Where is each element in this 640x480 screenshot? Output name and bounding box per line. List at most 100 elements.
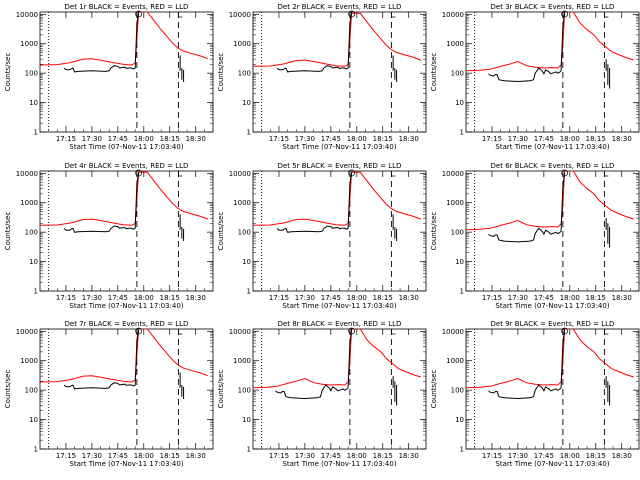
x-tick-label: 17:30 [295, 294, 315, 302]
lld-series-line [253, 171, 421, 226]
y-tick-label: 10 [29, 99, 38, 107]
x-tick-label: 18:00 [134, 452, 154, 460]
y-tick-label: 100 [25, 70, 38, 78]
y-tick-label: 10000 [442, 170, 464, 178]
x-axis-label: Start Time (07-Nov-11 17:03:40) [495, 143, 609, 151]
x-tick-label: 18:00 [134, 294, 154, 302]
x-tick-label: 17:45 [108, 452, 128, 460]
y-tick-label: 10000 [442, 11, 464, 19]
x-tick-label: 17:15 [482, 294, 502, 302]
panel-title: Det 7r BLACK = Events, RED = LLD [65, 320, 189, 328]
x-tick-label: 17:15 [56, 135, 76, 143]
detector-panel-7: Det 7r BLACK = Events, RED = LLD 1 10 100 10… [4, 320, 214, 468]
x-axis-label: Start Time (07-Nov-11 17:03:40) [495, 460, 609, 468]
y-tick-label: 10 [242, 258, 251, 266]
y-axis-label: Counts/sec [430, 53, 438, 92]
x-tick-label: 18:15 [160, 294, 180, 302]
x-tick-label: 17:15 [482, 452, 502, 460]
plot-frame [465, 11, 640, 133]
x-tick-label: 18:30 [612, 452, 632, 460]
y-tick-label: 100 [238, 387, 251, 395]
x-tick-label: 17:30 [82, 135, 102, 143]
events-series-line [488, 172, 566, 243]
y-tick-label: 10 [455, 99, 464, 107]
detector-panel-3: Det 3r BLACK = Events, RED = LLD 1 10 100 10… [430, 3, 640, 151]
detector-panel-9: Det 9r BLACK = Events, RED = LLD 1 10 100 10… [430, 320, 640, 468]
x-tick-label: 17:15 [56, 452, 76, 460]
x-tick-label: 17:30 [82, 294, 102, 302]
y-tick-label: 1000 [446, 199, 464, 207]
y-axis-label: Counts/sec [217, 212, 225, 251]
peak-marker-bracket [391, 171, 396, 177]
plot-frame [465, 328, 640, 450]
lld-series-line [253, 12, 421, 67]
x-tick-label: 17:15 [269, 294, 289, 302]
y-tick-label: 1 [460, 129, 464, 137]
events-series-line [276, 172, 353, 233]
y-tick-label: 1 [460, 288, 464, 296]
y-tick-label: 100 [451, 229, 464, 237]
peak-marker-bracket [604, 171, 609, 177]
x-tick-label: 17:45 [108, 135, 128, 143]
x-axis-label: Start Time (07-Nov-11 17:03:40) [282, 143, 396, 151]
y-tick-label: 100 [451, 387, 464, 395]
x-tick-label: 18:30 [399, 294, 419, 302]
peak-marker-bracket [391, 329, 396, 335]
y-tick-label: 1 [247, 288, 251, 296]
x-tick-label: 17:30 [508, 135, 528, 143]
peak-marker-circle [348, 169, 355, 177]
y-tick-label: 10 [455, 416, 464, 424]
x-tick-label: 18:30 [612, 135, 632, 143]
x-tick-label: 18:15 [586, 294, 606, 302]
x-tick-label: 17:45 [108, 294, 128, 302]
peak-marker-bracket [604, 329, 609, 335]
y-axis-label: Counts/sec [217, 53, 225, 92]
peak-marker-circle [348, 10, 355, 18]
x-tick-label: 17:30 [508, 294, 528, 302]
detector-panel-5: Det 5r BLACK = Events, RED = LLD 1 10 100 10… [217, 162, 427, 310]
x-tick-label: 17:45 [534, 135, 554, 143]
y-tick-label: 100 [238, 70, 251, 78]
panel-title: Det 1r BLACK = Events, RED = LLD [65, 3, 189, 11]
x-tick-label: 17:45 [321, 452, 341, 460]
panel-title: Det 2r BLACK = Events, RED = LLD [278, 3, 402, 11]
panel-title: Det 8r BLACK = Events, RED = LLD [278, 320, 402, 328]
lld-series-line [466, 171, 634, 231]
x-tick-label: 18:00 [347, 135, 367, 143]
y-tick-label: 1 [460, 446, 464, 454]
x-tick-label: 18:30 [186, 135, 206, 143]
x-tick-label: 18:00 [560, 452, 580, 460]
events-series-line [488, 12, 566, 83]
detector-panel-4: Det 4r BLACK = Events, RED = LLD 1 10 100 10… [4, 162, 214, 310]
peak-marker-circle [135, 10, 142, 18]
y-tick-label: 1 [34, 288, 38, 296]
y-tick-label: 10000 [16, 11, 38, 19]
peak-marker-circle [561, 327, 568, 335]
x-tick-label: 18:00 [347, 452, 367, 460]
x-tick-label: 17:30 [295, 452, 315, 460]
lld-series-line [466, 329, 634, 389]
panel-title: Det 6r BLACK = Events, RED = LLD [491, 162, 615, 170]
lld-series-line [40, 12, 208, 66]
y-axis-label: Counts/sec [4, 212, 12, 251]
lld-series-line [253, 329, 421, 389]
x-tick-label: 18:00 [134, 135, 154, 143]
y-tick-label: 10000 [16, 170, 38, 178]
plot-frame [252, 170, 427, 292]
y-tick-label: 100 [451, 70, 464, 78]
y-tick-label: 10 [455, 258, 464, 266]
y-tick-label: 100 [25, 387, 38, 395]
peak-marker-bracket [178, 329, 183, 335]
x-tick-label: 18:00 [560, 135, 580, 143]
y-axis-label: Counts/sec [4, 53, 12, 92]
x-tick-label: 18:30 [399, 135, 419, 143]
y-tick-label: 100 [25, 229, 38, 237]
x-tick-label: 17:45 [321, 135, 341, 143]
y-tick-label: 10 [242, 99, 251, 107]
y-tick-label: 1000 [446, 357, 464, 365]
x-tick-label: 17:45 [534, 452, 554, 460]
plot-frame [252, 11, 427, 133]
y-tick-label: 1000 [233, 199, 251, 207]
events-series-line [488, 329, 566, 400]
x-tick-label: 17:45 [534, 294, 554, 302]
